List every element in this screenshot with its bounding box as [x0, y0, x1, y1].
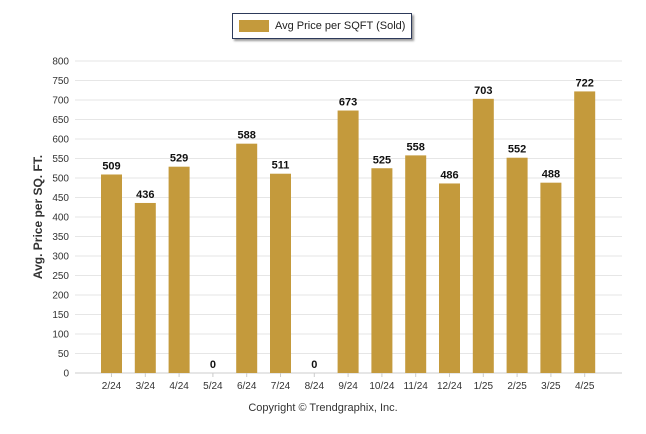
bar: [439, 183, 460, 373]
x-tick-label: 6/24: [237, 381, 257, 392]
legend-label: Avg Price per SQFT (Sold): [275, 20, 406, 32]
x-tick-label: 3/24: [136, 381, 156, 392]
data-label: 552: [508, 144, 526, 156]
data-label: 558: [407, 141, 425, 153]
legend-swatch: [239, 20, 269, 32]
bar: [236, 143, 258, 373]
x-tick-label: 3/25: [541, 381, 561, 392]
data-label: 0: [210, 359, 216, 371]
y-tick-label: 400: [52, 213, 69, 224]
bar: [540, 182, 562, 373]
bar: [101, 174, 122, 373]
bar: [134, 202, 156, 373]
data-label: 722: [576, 77, 594, 89]
bar: [168, 166, 190, 373]
data-label: 0: [311, 359, 317, 371]
bar: [337, 110, 359, 373]
y-tick-label: 550: [52, 154, 69, 165]
data-label: 588: [238, 130, 256, 142]
y-tick-label: 0: [63, 369, 69, 380]
data-label: 525: [373, 154, 391, 166]
data-label: 529: [170, 153, 188, 165]
data-label: 488: [542, 169, 560, 181]
data-label: 511: [272, 160, 290, 172]
y-tick-label: 50: [58, 349, 70, 360]
bar: [506, 157, 528, 373]
copyright-text: Copyright © Trendgraphix, Inc.: [248, 402, 398, 414]
data-label: 703: [474, 85, 492, 97]
data-label: 436: [136, 189, 154, 201]
y-tick-label: 350: [52, 232, 69, 243]
x-tick-label: 12/24: [437, 381, 462, 392]
x-tick-label: 1/25: [474, 381, 494, 392]
y-axis-title: Avg. Price per SQ. FT.: [31, 155, 45, 279]
y-tick-label: 100: [52, 330, 69, 341]
x-tick-label: 5/24: [203, 381, 223, 392]
legend: Avg Price per SQFT (Sold): [232, 13, 412, 39]
bar: [371, 168, 393, 373]
y-tick-label: 500: [52, 174, 69, 185]
data-label: 509: [102, 160, 120, 172]
x-tick-label: 2/24: [102, 381, 122, 392]
y-tick-label: 200: [52, 291, 69, 302]
bar: [472, 98, 494, 373]
y-tick-label: 300: [52, 252, 69, 263]
y-tick-label: 600: [52, 135, 69, 146]
y-tick-label: 750: [52, 76, 69, 87]
data-label: 486: [440, 169, 458, 181]
y-tick-label: 800: [52, 57, 69, 68]
x-tick-label: 2/25: [507, 381, 527, 392]
bar: [405, 155, 427, 373]
x-tick-label: 8/24: [305, 381, 325, 392]
x-tick-label: 7/24: [271, 381, 291, 392]
x-tick-label: 10/24: [369, 381, 394, 392]
data-label: 673: [339, 97, 357, 109]
y-tick-label: 150: [52, 310, 69, 321]
y-tick-label: 700: [52, 96, 69, 107]
x-tick-label: 4/25: [575, 381, 595, 392]
bar: [574, 91, 596, 374]
x-tick-label: 11/24: [404, 381, 429, 392]
y-tick-label: 250: [52, 271, 69, 282]
x-tick-label: 4/24: [169, 381, 189, 392]
x-tick-label: 9/24: [338, 381, 358, 392]
y-tick-label: 650: [52, 115, 69, 126]
bar: [270, 173, 291, 373]
y-tick-label: 450: [52, 193, 69, 204]
